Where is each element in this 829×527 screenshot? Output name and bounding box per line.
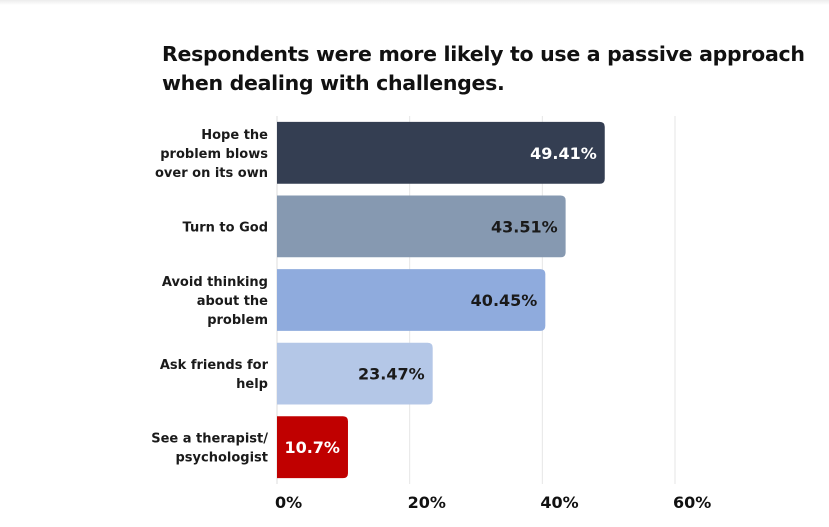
bars — [277, 121, 605, 479]
category-label-5-line-2: psychologist — [175, 451, 268, 466]
category-labels: Hope the problem blows over on its own Turn… — [151, 128, 268, 466]
bar-2 — [277, 195, 566, 258]
value-label-3: 40.45% — [471, 291, 538, 310]
bar-3 — [277, 269, 546, 331]
x-tick-60: 60% — [673, 493, 711, 512]
category-label-1-line-3: over on its own — [155, 166, 268, 181]
category-label-1-line-2: problem blows — [160, 147, 268, 162]
value-label-5: 10.7% — [284, 438, 340, 457]
x-tick-20: 20% — [408, 493, 446, 512]
category-label-1-line-1: Hope the — [201, 128, 268, 143]
chart-title-line-1: Respondents were more likely to use a pa… — [162, 42, 805, 66]
bar-5 — [277, 416, 348, 479]
category-label-3-line-2: about the — [197, 294, 268, 309]
x-tick-40: 40% — [540, 493, 578, 512]
chart-title-line-2: when dealing with challenges. — [162, 71, 505, 95]
value-labels: 49.41% 43.51% 40.45% 23.47% 10.7% — [284, 144, 596, 457]
value-label-4: 23.47% — [358, 365, 425, 384]
category-label-3-line-3: problem — [207, 313, 268, 328]
chart-title: Respondents were more likely to use a pa… — [162, 40, 822, 98]
category-label-4-line-2: help — [236, 377, 268, 392]
category-label-3-line-1: Avoid thinking — [162, 275, 268, 290]
category-label-2-line-1: Turn to God — [183, 220, 268, 235]
x-axis-ticks: 0% 20% 40% 60% — [275, 493, 711, 512]
value-label-1: 49.41% — [530, 144, 597, 163]
category-label-4-line-1: Ask friends for — [160, 358, 269, 373]
category-label-5-line-1: See a therapist/ — [151, 432, 268, 447]
value-label-2: 43.51% — [491, 217, 558, 236]
x-tick-0: 0% — [275, 493, 302, 512]
bar-1 — [277, 121, 605, 184]
top-shadow — [0, 0, 829, 5]
bar-4 — [277, 342, 433, 405]
